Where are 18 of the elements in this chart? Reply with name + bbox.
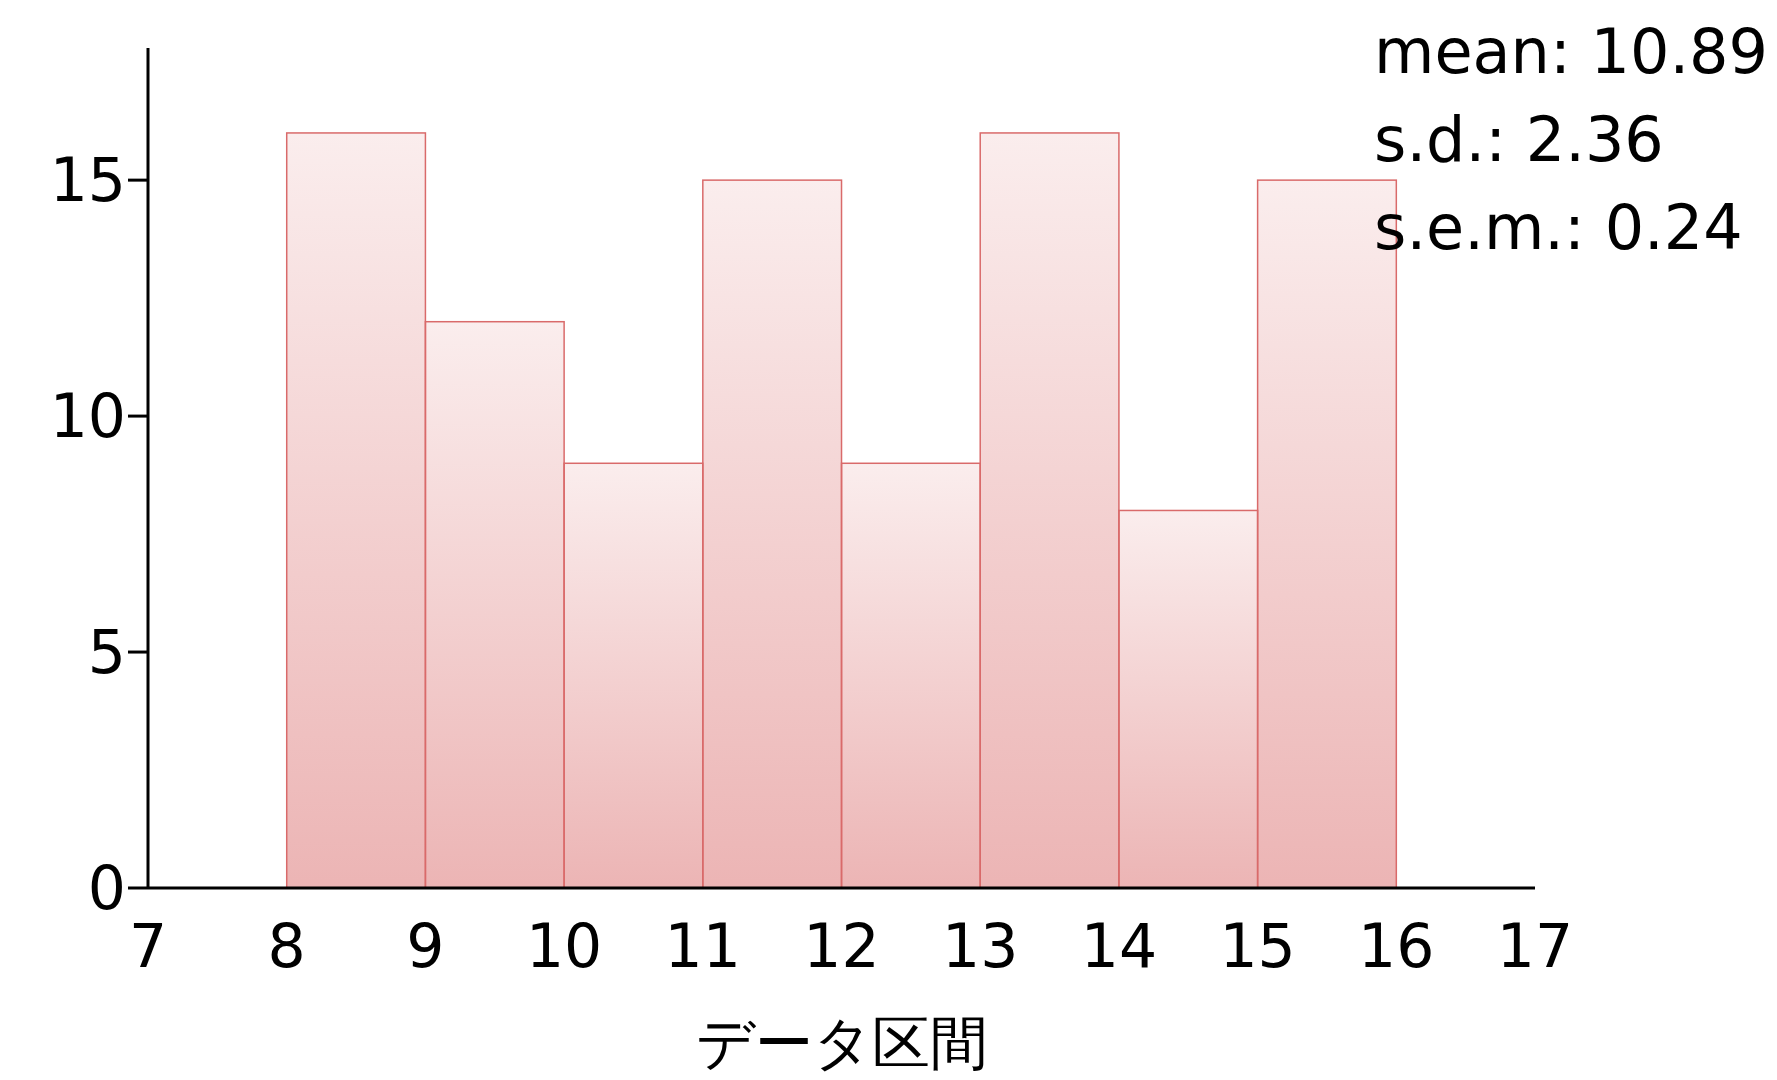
x-tick-label: 16	[1358, 910, 1435, 981]
x-tick-label: 12	[803, 910, 880, 981]
annotation: s.d.: 2.36	[1374, 102, 1665, 178]
y-tick-label: 0	[87, 853, 126, 924]
x-tick-label: 17	[1496, 910, 1574, 981]
x-axis-title: データ区間	[695, 1009, 988, 1077]
x-tick-label: 7	[128, 910, 168, 981]
x-tick-label: 13	[942, 910, 1019, 981]
y-tick-label: 15	[49, 145, 126, 216]
x-tick-label: 10	[525, 910, 603, 981]
y-tick-label: 5	[87, 617, 126, 688]
x-tick-label: 15	[1219, 910, 1296, 981]
annotation: mean: 10.89	[1374, 14, 1768, 90]
x-tick-label: 11	[664, 910, 741, 981]
y-tick-label: 10	[49, 381, 126, 452]
x-tick-label: 9	[406, 910, 445, 981]
x-tick-label: 14	[1080, 910, 1158, 981]
x-tick-label: 8	[267, 910, 306, 981]
